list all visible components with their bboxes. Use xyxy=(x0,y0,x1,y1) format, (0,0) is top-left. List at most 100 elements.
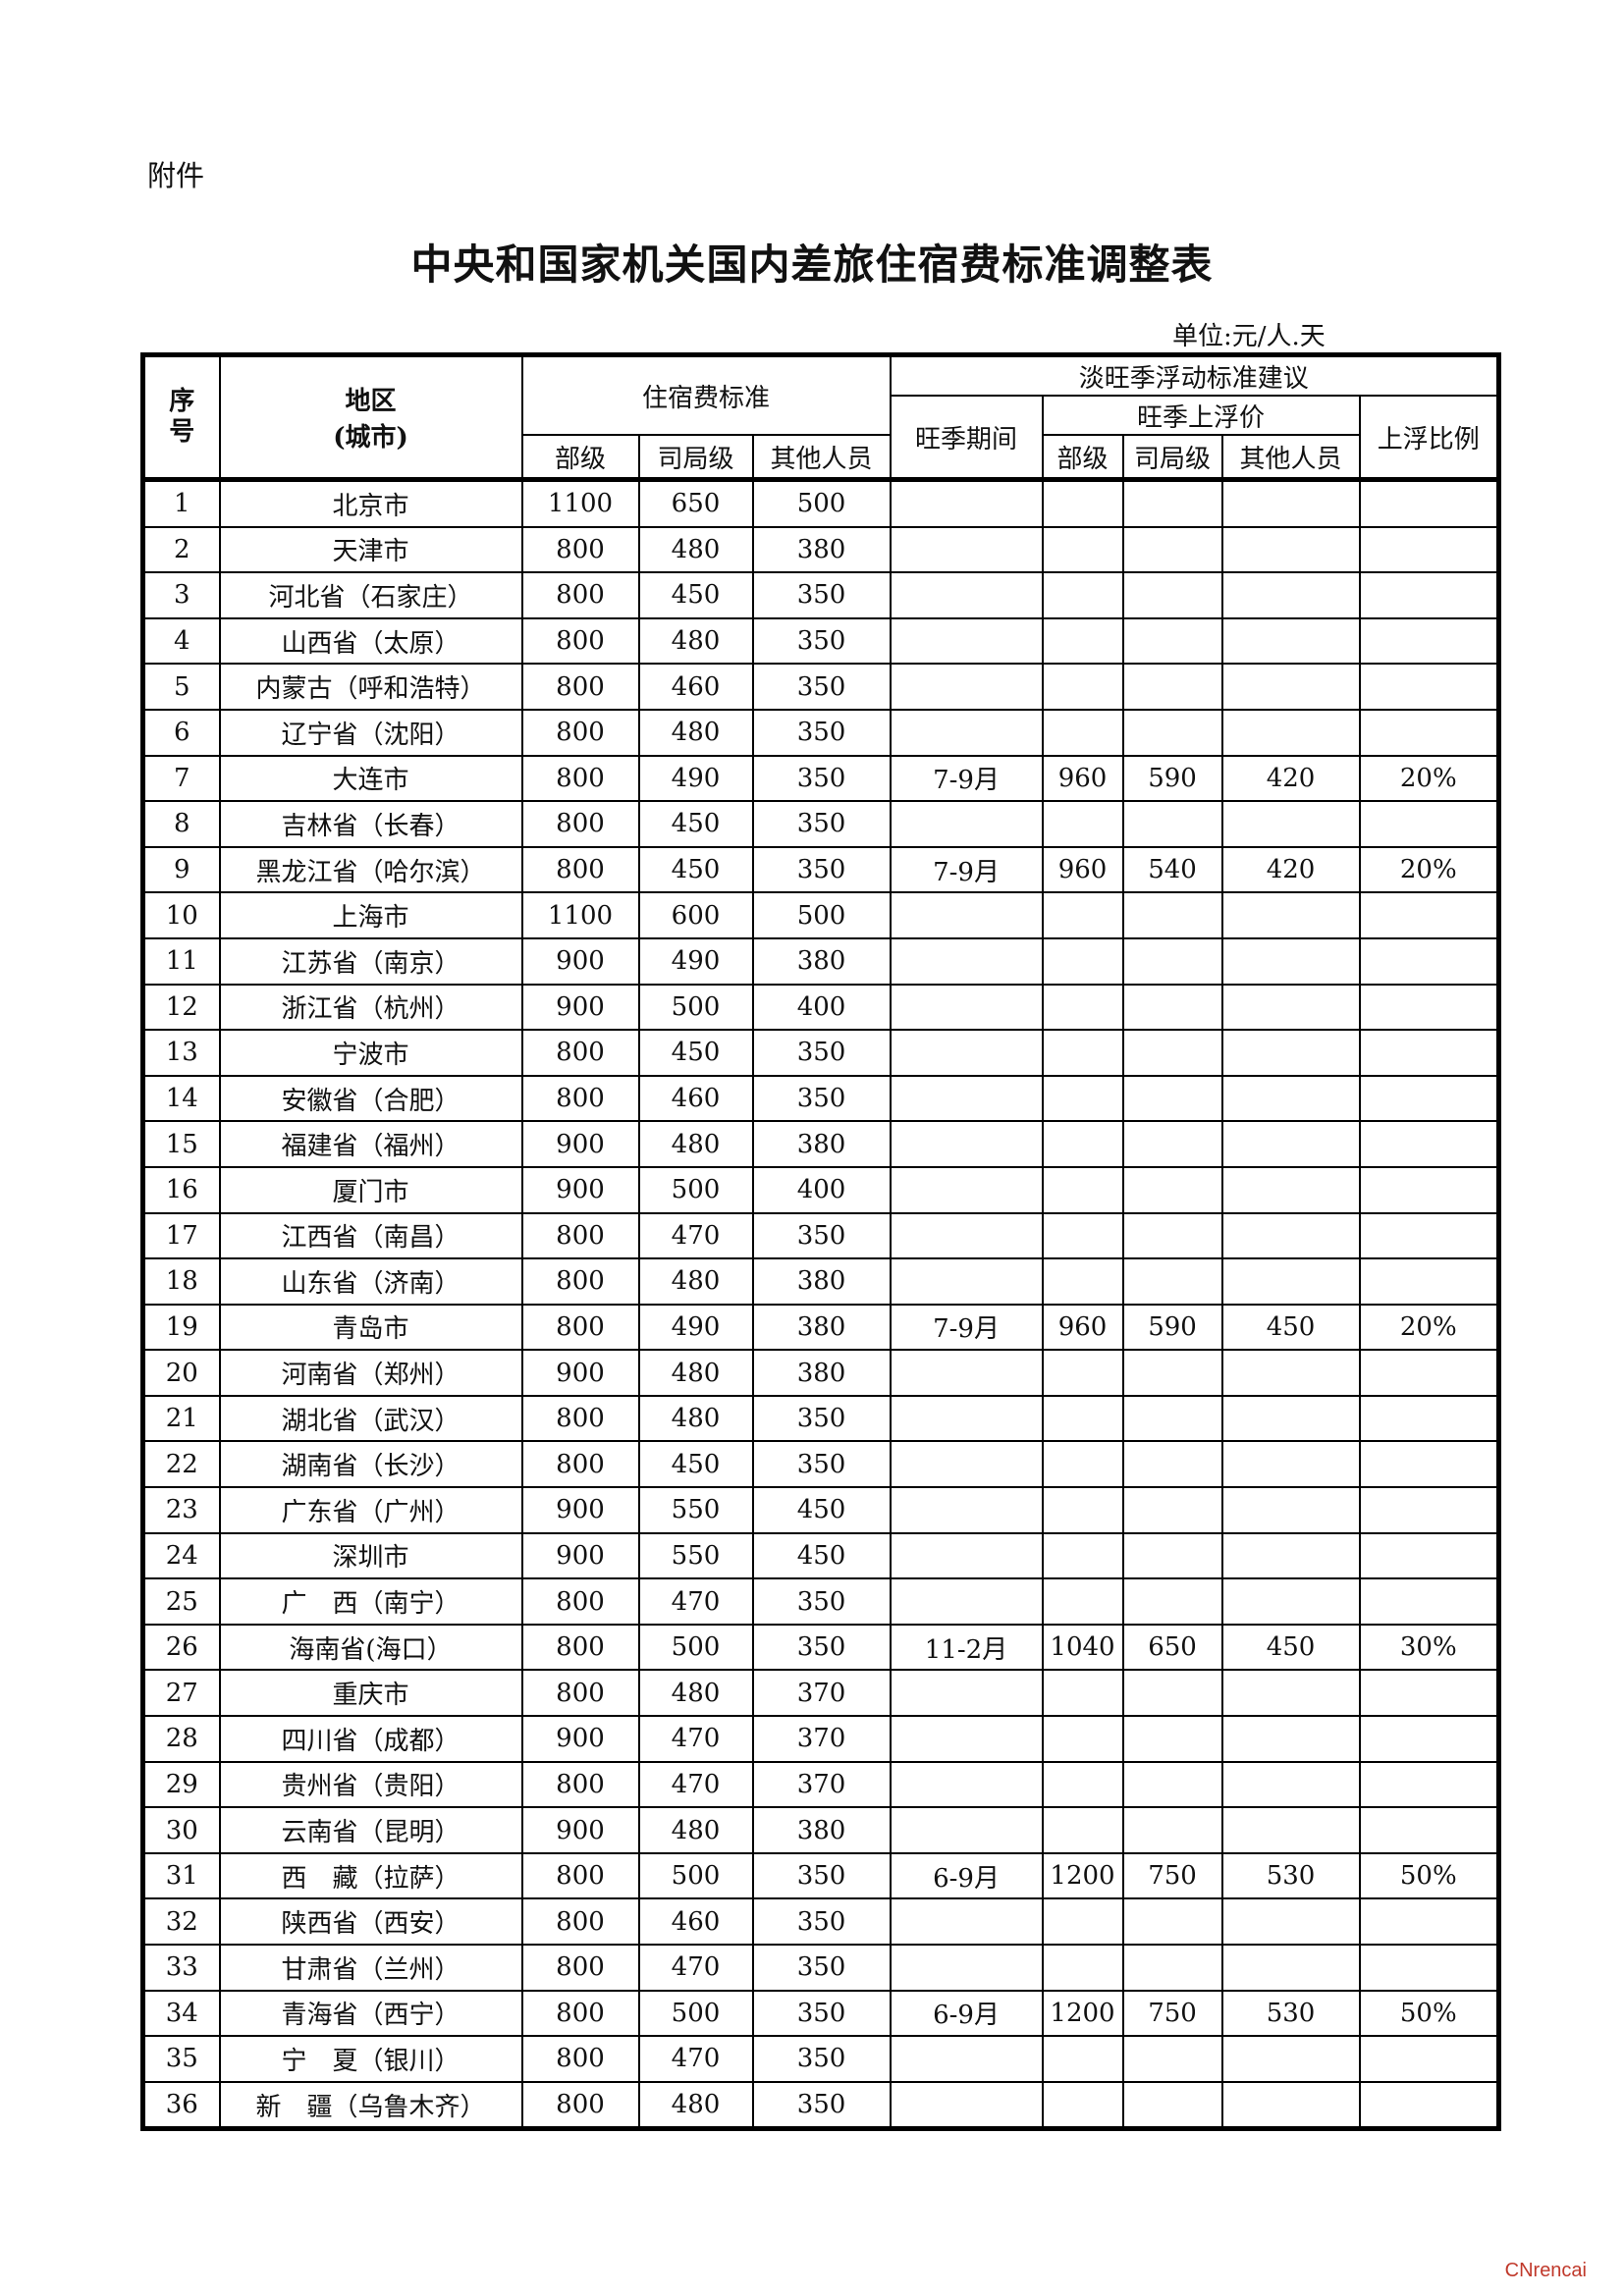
table-row: 6 辽宁省（沈阳） 800 480 350 xyxy=(141,708,1500,757)
cell-others: 350 xyxy=(751,708,892,757)
cell-peak-period xyxy=(889,1165,1044,1214)
cell-ratio xyxy=(1358,1394,1500,1443)
table-row: 33 甘肃省（兰州） 800 470 350 xyxy=(141,1944,1500,1992)
cell-others: 350 xyxy=(751,1897,892,1946)
document-title: 中央和国家机关国内差旅住宿费标准调整表 xyxy=(410,240,1214,289)
cell-peak-period xyxy=(889,1760,1044,1809)
cell-peak-others xyxy=(1220,800,1361,848)
cell-region: 海南省(海口） xyxy=(218,1623,523,1672)
cell-ratio xyxy=(1358,1165,1500,1214)
cell-peak-ministerial xyxy=(1041,571,1124,619)
cell-peak-period xyxy=(889,1577,1044,1626)
cell-seq: 26 xyxy=(141,1623,221,1672)
cell-others: 350 xyxy=(751,1577,892,1626)
header-region: 地区 (城市) xyxy=(218,353,523,481)
cell-region: 四川省（成都） xyxy=(218,1715,523,1763)
cell-peak-period xyxy=(889,708,1044,757)
cell-region: 云南省（昆明） xyxy=(218,1806,523,1854)
cell-peak-others xyxy=(1220,1486,1361,1534)
cell-region: 湖北省（武汉） xyxy=(218,1394,523,1443)
cell-peak-others: 420 xyxy=(1220,754,1361,803)
table-row: 14 安徽省（合肥） 800 460 350 xyxy=(141,1074,1500,1123)
cell-bureau: 500 xyxy=(637,1623,754,1672)
cell-peak-others xyxy=(1220,1577,1361,1626)
cell-seq: 35 xyxy=(141,2035,221,2083)
cell-region: 大连市 xyxy=(218,754,523,803)
cell-peak-bureau: 590 xyxy=(1121,754,1223,803)
cell-ministerial: 900 xyxy=(520,983,640,1032)
cell-others: 380 xyxy=(751,1349,892,1397)
cell-others: 450 xyxy=(751,1531,892,1580)
cell-region: 青海省（西宁） xyxy=(218,1989,523,2038)
cell-seq: 3 xyxy=(141,571,221,619)
cell-region: 安徽省（合肥） xyxy=(218,1074,523,1123)
table-row: 31 西 藏（拉萨） 800 500 350 6-9月 1200 750 530 50% xyxy=(141,1851,1500,1900)
cell-seq: 17 xyxy=(141,1211,221,1260)
table-row: 20 河南省（郑州） 900 480 380 xyxy=(141,1349,1500,1397)
cell-seq: 33 xyxy=(141,1944,221,1992)
cell-ratio xyxy=(1358,1120,1500,1168)
table-row: 16 厦门市 900 500 400 xyxy=(141,1165,1500,1214)
cell-ratio xyxy=(1358,1715,1500,1763)
cell-bureau: 470 xyxy=(637,1760,754,1809)
cell-peak-others xyxy=(1220,1806,1361,1854)
table-row: 21 湖北省（武汉） 800 480 350 xyxy=(141,1394,1500,1443)
cell-region: 辽宁省（沈阳） xyxy=(218,708,523,757)
cell-ministerial: 800 xyxy=(520,1897,640,1946)
cell-ministerial: 800 xyxy=(520,708,640,757)
cell-peak-bureau xyxy=(1121,2035,1223,2083)
cell-peak-ministerial xyxy=(1041,1349,1124,1397)
table-row: 36 新 疆（乌鲁木齐） 800 480 350 xyxy=(141,2080,1500,2130)
cell-region: 内蒙古（呼和浩特） xyxy=(218,663,523,711)
cell-peak-ministerial xyxy=(1041,983,1124,1032)
cell-ratio: 50% xyxy=(1358,1851,1500,1900)
cell-region: 湖南省（长沙） xyxy=(218,1440,523,1489)
cell-region: 西 藏（拉萨） xyxy=(218,1851,523,1900)
cell-ratio xyxy=(1358,663,1500,711)
cell-ministerial: 800 xyxy=(520,616,640,666)
cell-ratio xyxy=(1358,1486,1500,1534)
cell-peak-others xyxy=(1220,1394,1361,1443)
cell-bureau: 460 xyxy=(637,1897,754,1946)
cell-ministerial: 800 xyxy=(520,1394,640,1443)
table-row: 29 贵州省（贵阳） 800 470 370 xyxy=(141,1760,1500,1809)
table-row: 22 湖南省（长沙） 800 450 350 xyxy=(141,1440,1500,1489)
cell-seq: 8 xyxy=(141,800,221,848)
cell-bureau: 480 xyxy=(637,1120,754,1168)
cell-seq: 23 xyxy=(141,1486,221,1534)
table-row: 19 青岛市 800 490 380 7-9月 960 590 450 20% xyxy=(141,1303,1500,1352)
header-standard: 住宿费标准 xyxy=(520,353,892,436)
cell-bureau: 450 xyxy=(637,1029,754,1077)
table-row: 24 深圳市 900 550 450 xyxy=(141,1531,1500,1580)
cell-seq: 22 xyxy=(141,1440,221,1489)
cell-seq: 12 xyxy=(141,983,221,1032)
cell-others: 370 xyxy=(751,1669,892,1718)
cell-region: 吉林省（长春） xyxy=(218,800,523,848)
cell-ministerial: 800 xyxy=(520,1440,640,1489)
cell-ratio xyxy=(1358,708,1500,757)
cell-peak-others: 450 xyxy=(1220,1623,1361,1672)
cell-peak-period xyxy=(889,1394,1044,1443)
cell-ministerial: 800 xyxy=(520,845,640,894)
cell-bureau: 490 xyxy=(637,1303,754,1352)
cell-peak-ministerial xyxy=(1041,800,1124,848)
cell-ratio xyxy=(1358,1760,1500,1809)
table-row: 10 上海市 1100 600 500 xyxy=(141,891,1500,939)
table-row: 35 宁 夏（银川） 800 470 350 xyxy=(141,2035,1500,2083)
cell-seq: 1 xyxy=(141,478,221,528)
cell-ratio xyxy=(1358,525,1500,574)
cell-peak-others xyxy=(1220,1349,1361,1397)
cell-ministerial: 800 xyxy=(520,1989,640,2038)
cell-others: 350 xyxy=(751,800,892,848)
cell-peak-ministerial xyxy=(1041,936,1124,986)
cell-peak-ministerial xyxy=(1041,1806,1124,1854)
cell-ministerial: 900 xyxy=(520,1486,640,1534)
cell-peak-ministerial xyxy=(1041,1074,1124,1123)
cell-peak-ministerial xyxy=(1041,1897,1124,1946)
cell-peak-bureau xyxy=(1121,1394,1223,1443)
cell-seq: 16 xyxy=(141,1165,221,1214)
cell-peak-others xyxy=(1220,1440,1361,1489)
cell-others: 350 xyxy=(751,1851,892,1900)
cell-others: 350 xyxy=(751,1074,892,1123)
cell-ratio xyxy=(1358,1440,1500,1489)
